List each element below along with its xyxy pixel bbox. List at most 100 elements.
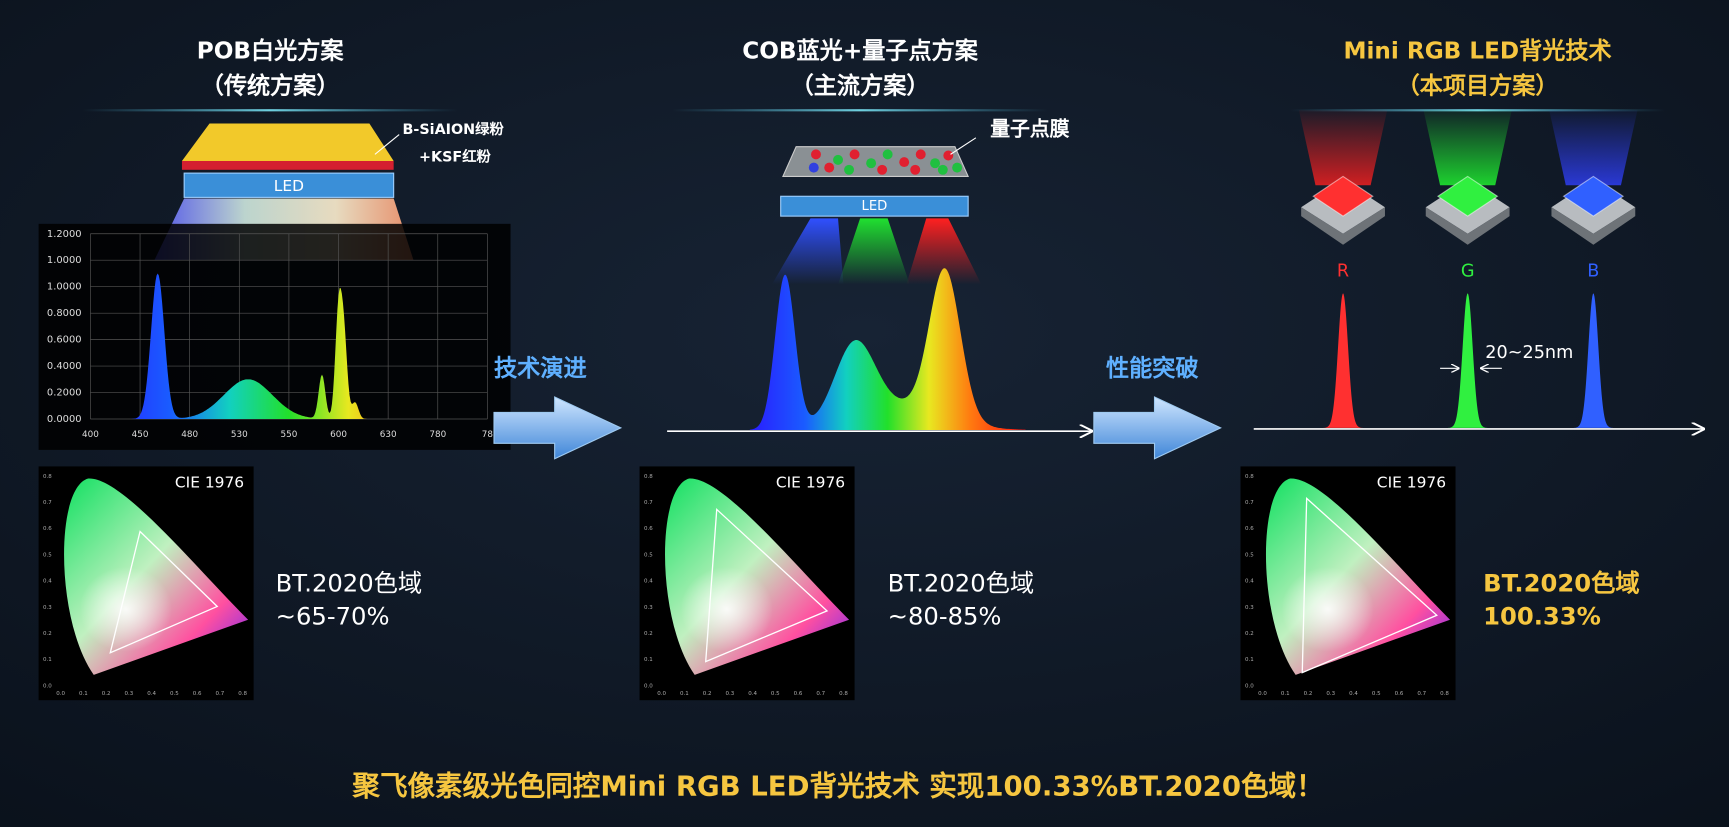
light-beam [1298,110,1388,186]
light-cone [906,218,982,285]
transition-arrow [1093,396,1222,460]
cie-y-tick: 0.1 [43,657,52,663]
panel-subtitle: （传统方案） [201,73,340,100]
x-tick-label: 780 [429,430,446,440]
cie-y-tick: 0.6 [43,526,52,532]
cie-x-tick: 0.7 [816,691,825,697]
transition-label: 技术演进 [494,355,587,382]
cie-y-tick: 0.3 [644,605,653,611]
gamut-triangle [704,508,829,663]
x-tick-label: 400 [82,430,99,440]
transition-arrow [493,396,623,460]
cie-x-tick: 0.2 [703,691,712,697]
cie-y-tick: 0.2 [644,631,653,637]
x-tick-label: 530 [231,430,248,440]
panel-title: Mini RGB LED背光技术 [1343,38,1611,64]
x-tick-label: 78 [482,430,493,440]
cie-y-tick: 0.7 [1245,500,1254,506]
cie-x-tick: 0.7 [1417,691,1426,697]
qd-dot [937,164,948,175]
led-bar [780,195,969,217]
cie-x-tick: 0.0 [1258,691,1267,697]
title-underline [82,109,458,112]
cie-y-tick: 0.0 [644,683,653,689]
cie-y-tick: 0.2 [1245,631,1254,637]
cie-x-tick: 0.5 [1372,691,1381,697]
cie-y-tick: 0.3 [1245,605,1254,611]
cie-x-tick: 0.5 [771,691,780,697]
led-bar [183,172,395,198]
x-tick-label: 630 [380,430,397,440]
cie-y-tick: 0.1 [1245,657,1254,663]
red-layer [181,160,394,170]
chip-die [1436,175,1499,217]
cie-y-tick: 0.8 [644,474,653,480]
panel-title: POB白光方案 [197,37,345,64]
cie-x-tick: 0.0 [56,691,65,697]
x-tick-label: 450 [132,430,149,440]
cie-x-tick: 0.8 [238,691,247,697]
y-tick-label: 1.2000 [47,229,82,240]
spectrum-peak [1571,293,1616,428]
callout-line [950,137,977,155]
cie-x-tick: 0.3 [125,691,134,697]
qd-dot [943,150,954,161]
chip-label: B [1587,261,1599,281]
cie-x-tick: 0.4 [1349,691,1358,697]
cie-white [1268,542,1401,664]
y-tick-label: 0.0000 [47,414,82,425]
light-cone [771,218,844,285]
transition-label: 性能突破 [1106,355,1199,382]
cie-label: CIE 1976 [776,473,845,491]
chip-side [1425,207,1510,245]
spectrum-peak [1321,293,1366,428]
gamut-value: ~80-85% [888,601,1002,630]
panel-title: COB蓝光+量子点方案 [742,37,979,64]
cie-x-tick: 0.2 [1304,691,1313,697]
led-label: LED [861,199,887,214]
qd-dot [811,149,821,160]
cie-y-tick: 0.7 [644,500,653,506]
qd-dot [866,158,877,169]
cie-x-tick: 0.3 [1326,691,1335,697]
y-tick-label: 1.0000 [47,282,82,293]
spectrum-peak [1445,293,1490,428]
cie-y-tick: 0.8 [1245,474,1254,480]
cie-y-tick: 0.5 [1245,552,1254,558]
qd-dot [910,164,921,175]
x-tick-label: 480 [181,430,198,440]
panel-subtitle: （主流方案） [791,73,930,100]
chip-die [1562,175,1625,217]
layer-label: +KSF红粉 [419,148,492,166]
qd-dot [849,149,860,160]
led-label: LED [274,177,304,195]
chip-side [1551,207,1636,245]
layer-label: B-SiAION绿粉 [402,120,504,138]
cie-y-tick: 0.4 [644,579,653,585]
qd-dot [824,162,835,173]
cie-x-tick: 0.6 [794,691,803,697]
gamut-triangle [109,530,219,654]
qd-dot [899,157,910,168]
cie-x-tick: 0.2 [102,691,111,697]
callout-line [374,134,400,155]
x-tick-label: 600 [330,430,347,440]
gamut-label: BT.2020色域 [888,568,1035,597]
cie-y-tick: 0.1 [644,657,653,663]
y-tick-label: 0.6000 [47,335,82,346]
gamut-value: ~65-70% [276,601,390,630]
y-tick-label: 0.4000 [47,361,82,372]
cie-x-tick: 0.7 [215,691,224,697]
cie-x-tick: 0.4 [748,691,757,697]
cie-y-tick: 0.8 [43,474,52,480]
cie-y-tick: 0.6 [644,526,653,532]
cie-x-tick: 0.8 [1440,691,1449,697]
cie-white [66,542,199,664]
chip-label: G [1461,261,1475,281]
cie-y-tick: 0.7 [43,500,52,506]
qd-dot [882,149,893,160]
cie-x-tick: 0.1 [79,691,88,697]
cie-label: CIE 1976 [175,473,244,491]
